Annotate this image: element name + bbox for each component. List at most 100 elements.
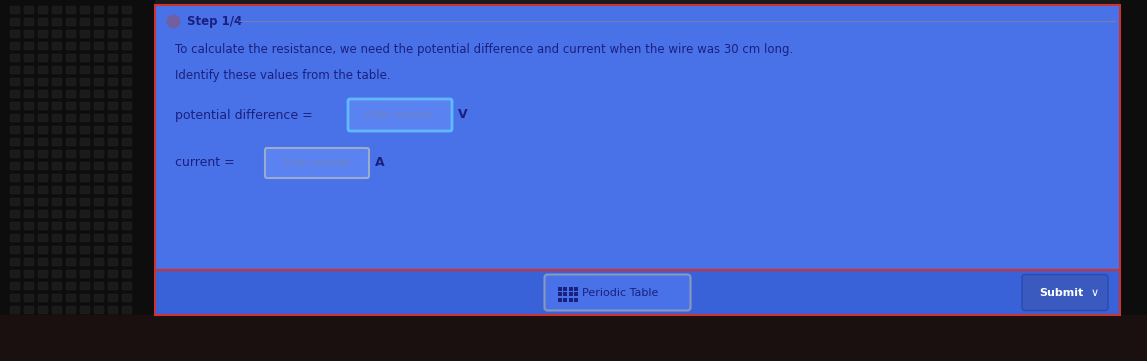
FancyBboxPatch shape xyxy=(122,90,132,98)
FancyBboxPatch shape xyxy=(52,78,62,86)
Bar xyxy=(155,270,1119,315)
FancyBboxPatch shape xyxy=(10,30,19,38)
FancyBboxPatch shape xyxy=(52,222,62,230)
FancyBboxPatch shape xyxy=(10,126,19,134)
FancyBboxPatch shape xyxy=(108,342,118,350)
FancyBboxPatch shape xyxy=(80,246,89,254)
Text: Submit: Submit xyxy=(1039,287,1083,297)
Text: Enter number: Enter number xyxy=(283,158,351,168)
FancyBboxPatch shape xyxy=(52,282,62,290)
FancyBboxPatch shape xyxy=(38,66,48,74)
FancyBboxPatch shape xyxy=(52,90,62,98)
FancyBboxPatch shape xyxy=(10,42,19,50)
FancyBboxPatch shape xyxy=(80,186,89,194)
FancyBboxPatch shape xyxy=(94,234,104,242)
FancyBboxPatch shape xyxy=(10,270,19,278)
FancyBboxPatch shape xyxy=(80,258,89,266)
FancyBboxPatch shape xyxy=(94,270,104,278)
FancyBboxPatch shape xyxy=(52,54,62,62)
FancyBboxPatch shape xyxy=(94,30,104,38)
FancyBboxPatch shape xyxy=(52,294,62,302)
FancyBboxPatch shape xyxy=(10,306,19,314)
FancyBboxPatch shape xyxy=(80,282,89,290)
FancyBboxPatch shape xyxy=(108,198,118,206)
FancyBboxPatch shape xyxy=(67,30,76,38)
FancyBboxPatch shape xyxy=(10,210,19,218)
FancyBboxPatch shape xyxy=(122,66,132,74)
FancyBboxPatch shape xyxy=(108,162,118,170)
FancyBboxPatch shape xyxy=(52,18,62,26)
FancyBboxPatch shape xyxy=(24,258,34,266)
FancyBboxPatch shape xyxy=(38,30,48,38)
FancyBboxPatch shape xyxy=(122,294,132,302)
FancyBboxPatch shape xyxy=(94,54,104,62)
FancyBboxPatch shape xyxy=(38,114,48,122)
FancyBboxPatch shape xyxy=(24,222,34,230)
FancyBboxPatch shape xyxy=(38,210,48,218)
FancyBboxPatch shape xyxy=(67,234,76,242)
FancyBboxPatch shape xyxy=(24,342,34,350)
Bar xyxy=(569,292,572,296)
FancyBboxPatch shape xyxy=(10,114,19,122)
FancyBboxPatch shape xyxy=(80,270,89,278)
FancyBboxPatch shape xyxy=(38,186,48,194)
FancyBboxPatch shape xyxy=(52,150,62,158)
FancyBboxPatch shape xyxy=(52,270,62,278)
FancyBboxPatch shape xyxy=(108,126,118,134)
FancyBboxPatch shape xyxy=(94,282,104,290)
FancyBboxPatch shape xyxy=(24,198,34,206)
FancyBboxPatch shape xyxy=(80,102,89,110)
FancyBboxPatch shape xyxy=(108,270,118,278)
FancyBboxPatch shape xyxy=(108,66,118,74)
FancyBboxPatch shape xyxy=(24,90,34,98)
FancyBboxPatch shape xyxy=(80,174,89,182)
FancyBboxPatch shape xyxy=(80,126,89,134)
FancyBboxPatch shape xyxy=(52,114,62,122)
FancyBboxPatch shape xyxy=(94,258,104,266)
FancyBboxPatch shape xyxy=(80,138,89,146)
FancyBboxPatch shape xyxy=(94,126,104,134)
FancyBboxPatch shape xyxy=(52,66,62,74)
FancyBboxPatch shape xyxy=(80,210,89,218)
Bar xyxy=(155,5,1119,270)
FancyBboxPatch shape xyxy=(67,6,76,14)
FancyBboxPatch shape xyxy=(10,138,19,146)
FancyBboxPatch shape xyxy=(94,306,104,314)
FancyBboxPatch shape xyxy=(24,174,34,182)
FancyBboxPatch shape xyxy=(94,162,104,170)
Bar xyxy=(1119,0,1147,361)
FancyBboxPatch shape xyxy=(122,246,132,254)
FancyBboxPatch shape xyxy=(122,102,132,110)
FancyBboxPatch shape xyxy=(80,198,89,206)
FancyBboxPatch shape xyxy=(122,30,132,38)
FancyBboxPatch shape xyxy=(108,258,118,266)
FancyBboxPatch shape xyxy=(94,150,104,158)
FancyBboxPatch shape xyxy=(108,246,118,254)
FancyBboxPatch shape xyxy=(24,54,34,62)
FancyBboxPatch shape xyxy=(10,66,19,74)
FancyBboxPatch shape xyxy=(24,234,34,242)
FancyBboxPatch shape xyxy=(67,66,76,74)
FancyBboxPatch shape xyxy=(38,342,48,350)
FancyBboxPatch shape xyxy=(38,174,48,182)
FancyBboxPatch shape xyxy=(24,150,34,158)
FancyBboxPatch shape xyxy=(24,66,34,74)
FancyBboxPatch shape xyxy=(108,306,118,314)
FancyBboxPatch shape xyxy=(94,342,104,350)
FancyBboxPatch shape xyxy=(10,318,19,326)
FancyBboxPatch shape xyxy=(80,42,89,50)
FancyBboxPatch shape xyxy=(122,138,132,146)
FancyBboxPatch shape xyxy=(38,138,48,146)
FancyBboxPatch shape xyxy=(38,282,48,290)
FancyBboxPatch shape xyxy=(38,306,48,314)
FancyBboxPatch shape xyxy=(108,102,118,110)
Bar xyxy=(557,297,562,301)
FancyBboxPatch shape xyxy=(24,42,34,50)
FancyBboxPatch shape xyxy=(38,234,48,242)
FancyBboxPatch shape xyxy=(24,78,34,86)
FancyBboxPatch shape xyxy=(52,330,62,338)
FancyBboxPatch shape xyxy=(38,198,48,206)
FancyBboxPatch shape xyxy=(10,330,19,338)
Bar xyxy=(574,297,578,301)
FancyBboxPatch shape xyxy=(122,222,132,230)
